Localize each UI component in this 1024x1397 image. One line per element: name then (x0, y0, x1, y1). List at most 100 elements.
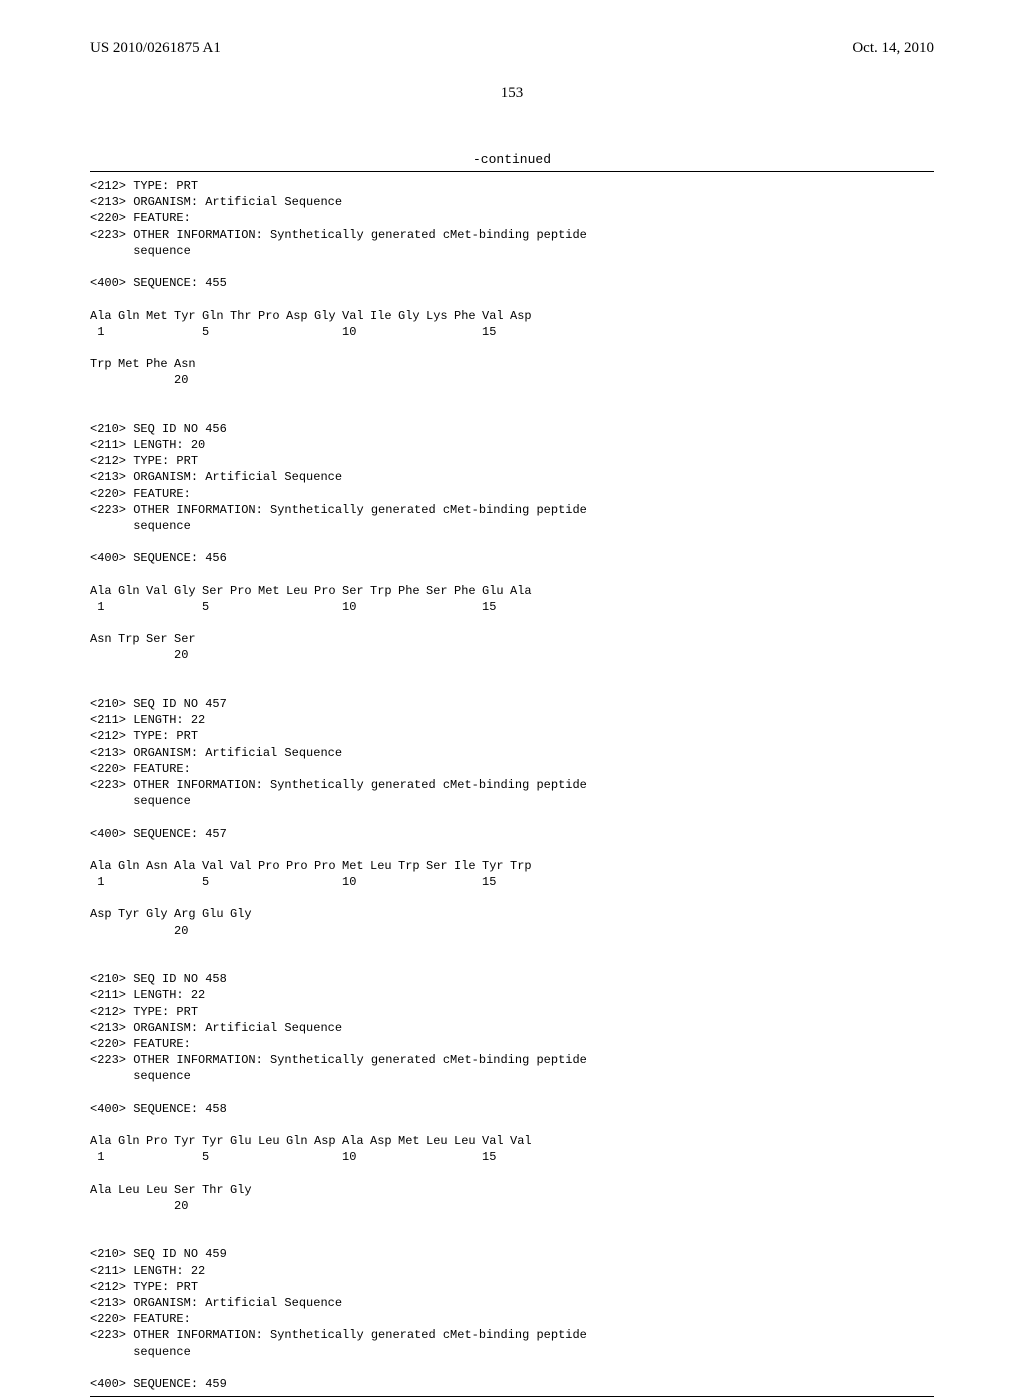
page-container: US 2010/0261875 A1 Oct. 14, 2010 153 -co… (0, 0, 1024, 1320)
position-number (90, 923, 118, 939)
residue: Pro (146, 1133, 174, 1149)
residue: Ser (174, 631, 202, 647)
residue: Asn (90, 631, 118, 647)
listing-line: sequence (90, 243, 934, 259)
position-number (146, 372, 174, 388)
position-number: 15 (482, 599, 510, 615)
position-row: 1 5 10 15 (90, 1149, 934, 1165)
residue: Leu (258, 1133, 286, 1149)
position-number (314, 324, 342, 340)
listing-line (90, 680, 934, 696)
position-number (426, 599, 454, 615)
position-number (90, 1198, 118, 1214)
position-number: 20 (174, 1198, 202, 1214)
position-number (258, 324, 286, 340)
listing-line: <210> SEQ ID NO 457 (90, 696, 934, 712)
residue: Pro (230, 583, 258, 599)
residue: Thr (230, 308, 258, 324)
position-number (426, 324, 454, 340)
listing-line (90, 1165, 934, 1181)
position-number: 10 (342, 874, 370, 890)
residue: Asp (286, 308, 314, 324)
residue: Ser (202, 583, 230, 599)
listing-line: <213> ORGANISM: Artificial Sequence (90, 194, 934, 210)
residue-row: TrpMetPheAsn (90, 356, 934, 372)
position-number (398, 1149, 426, 1165)
position-number (258, 599, 286, 615)
position-number (398, 324, 426, 340)
listing-line (90, 291, 934, 307)
position-number (230, 599, 258, 615)
residue: Pro (258, 308, 286, 324)
position-number: 1 (90, 874, 118, 890)
position-number: 5 (202, 599, 230, 615)
position-number: 10 (342, 1149, 370, 1165)
residue: Lys (426, 308, 454, 324)
listing-line: <223> OTHER INFORMATION: Synthetically g… (90, 777, 934, 793)
position-number (146, 324, 174, 340)
position-number (118, 1149, 146, 1165)
listing-line (90, 340, 934, 356)
listing-line: <220> FEATURE: (90, 486, 934, 502)
listing-line (90, 405, 934, 421)
residue: Ala (90, 1133, 118, 1149)
residue: Gln (118, 308, 146, 324)
residue: Ala (90, 1182, 118, 1198)
residue: Asp (314, 1133, 342, 1149)
listing-line: <220> FEATURE: (90, 761, 934, 777)
position-number: 15 (482, 324, 510, 340)
residue: Trp (370, 583, 398, 599)
publication-number: US 2010/0261875 A1 (90, 40, 221, 57)
residue: Pro (314, 858, 342, 874)
residue: Ile (370, 308, 398, 324)
listing-line (90, 842, 934, 858)
residue: Tyr (174, 308, 202, 324)
position-number (230, 1149, 258, 1165)
listing-line (90, 567, 934, 583)
rule-top (90, 171, 934, 172)
position-number (370, 1149, 398, 1165)
listing-line (90, 1230, 934, 1246)
listing-line (90, 939, 934, 955)
residue: Glu (202, 906, 230, 922)
listing-line: <220> FEATURE: (90, 1311, 934, 1327)
position-number (370, 874, 398, 890)
residue: Leu (286, 583, 314, 599)
residue: Ala (90, 583, 118, 599)
position-number (426, 1149, 454, 1165)
position-number (118, 372, 146, 388)
residue: Ile (454, 858, 482, 874)
residue: Phe (454, 583, 482, 599)
residue: Val (342, 308, 370, 324)
listing-line: <212> TYPE: PRT (90, 453, 934, 469)
residue: Val (202, 858, 230, 874)
residue-row: AlaGlnAsnAlaValValProProProMetLeuTrpSerI… (90, 858, 934, 874)
residue: Gly (398, 308, 426, 324)
listing-line: <223> OTHER INFORMATION: Synthetically g… (90, 502, 934, 518)
position-number (90, 372, 118, 388)
residue: Tyr (482, 858, 510, 874)
position-number (146, 874, 174, 890)
residue: Glu (482, 583, 510, 599)
residue: Val (230, 858, 258, 874)
header-row: US 2010/0261875 A1 Oct. 14, 2010 (90, 40, 934, 57)
residue-row: AlaLeuLeuSerThrGly (90, 1182, 934, 1198)
position-number (314, 599, 342, 615)
position-number (398, 874, 426, 890)
residue: Gln (118, 1133, 146, 1149)
listing-line (90, 809, 934, 825)
residue: Ser (426, 583, 454, 599)
listing-line: <213> ORGANISM: Artificial Sequence (90, 1295, 934, 1311)
position-row: 20 (90, 372, 934, 388)
position-row: 1 5 10 15 (90, 324, 934, 340)
position-number (454, 874, 482, 890)
position-number (314, 874, 342, 890)
residue: Gly (314, 308, 342, 324)
residue: Val (482, 308, 510, 324)
listing-line (90, 615, 934, 631)
position-number (146, 647, 174, 663)
residue: Tyr (118, 906, 146, 922)
position-number (230, 1198, 258, 1214)
position-number (258, 874, 286, 890)
position-number (510, 1149, 538, 1165)
